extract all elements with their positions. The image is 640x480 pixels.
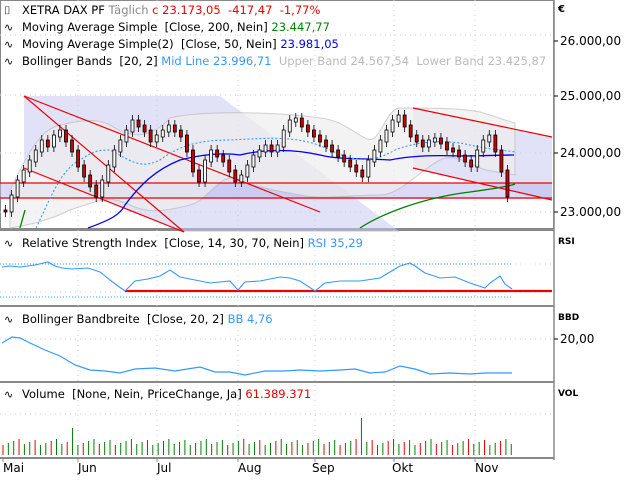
month-label: Jul [157,461,172,475]
ma200-label: Moving Average Simple [22,20,158,34]
currency-label: € [558,4,565,15]
indicator-wave-icon: ∿ [4,313,14,326]
price-tick: 26.000,00 [560,34,622,48]
bbd-tick: 20,00 [560,332,595,346]
rsi-params: [Close, 14, 30, 70, Nein] [164,236,305,250]
ma50-label: Moving Average Simple(2) [22,37,174,51]
close-value: c 23.173,05 [152,3,221,17]
rsi-label: Relative Strength Index [22,236,158,250]
month-label: Sep [312,461,335,475]
vol-value: 61.389.371 [245,387,312,401]
bbd-axis-name: BBD [558,313,580,323]
ma200-value: 23.447,77 [271,20,330,34]
bbd-value: BB 4,76 [227,312,273,326]
indicator-wave-icon: ∿ [4,38,14,51]
bb-lower: Lower Band 23.425,87 [416,54,547,68]
instrument-name: XETRA DAX PF [22,3,105,17]
bb-row[interactable]: ∿ Bollinger Bands [20, 2] Mid Line 23.996… [4,53,546,70]
bb-params: [20, 2] [119,54,158,68]
bbd-legend[interactable]: ∿ Bollinger Bandbreite [Close, 20, 2] BB … [4,311,273,328]
ma200-row[interactable]: ∿ Moving Average Simple [Close, 200, Nein… [4,19,546,36]
price-legend: ⌷ XETRA DAX PF Täglich c 23.173,05 -417,4… [4,2,546,70]
candlestick-icon: ⌷ [4,4,11,17]
indicator-wave-icon: ∿ [4,237,14,250]
ma200-params: [Close, 200, Nein] [164,20,268,34]
ma50-row[interactable]: ∿ Moving Average Simple(2) [Close, 50, Ne… [4,36,546,53]
bbd-params: [Close, 20, 2] [147,312,224,326]
period-label: Täglich [108,3,149,17]
price-tick: 25.000,00 [560,89,622,103]
price-tick: 23.000,00 [560,205,622,219]
bb-upper: Upper Band 24.567,54 [278,54,410,68]
month-label: Jun [78,461,97,475]
vol-axis-name: VOL [558,389,579,399]
vol-params: [None, Nein, PriceChange, Ja] [72,387,242,401]
month-label: Okt [392,461,414,475]
price-tick: 24.000,00 [560,146,622,160]
month-label: Mai [3,461,25,475]
bbd-label: Bollinger Bandbreite [22,312,140,326]
indicator-wave-icon: ∿ [4,55,14,68]
ma50-value: 23.981,05 [280,37,339,51]
rsi-axis-name: RSI [558,237,575,247]
change-pct: -1,77% [279,3,321,17]
instrument-row[interactable]: ⌷ XETRA DAX PF Täglich c 23.173,05 -417,4… [4,2,546,19]
bb-label: Bollinger Bands [22,54,113,68]
change-abs: -417,47 [228,3,273,17]
rsi-legend[interactable]: ∿ Relative Strength Index [Close, 14, 30,… [4,235,363,252]
month-label: Nov [475,461,499,475]
indicator-wave-icon: ∿ [4,388,14,401]
ma50-params: [Close, 50, Nein] [180,37,277,51]
bb-mid: Mid Line 23.996,71 [161,54,272,68]
vol-legend[interactable]: ∿ Volume [None, Nein, PriceChange, Ja] 61… [4,386,311,403]
rsi-value: RSI 35,29 [307,236,363,250]
indicator-wave-icon: ∿ [4,21,14,34]
month-label: Aug [238,461,262,475]
vol-label: Volume [22,387,65,401]
